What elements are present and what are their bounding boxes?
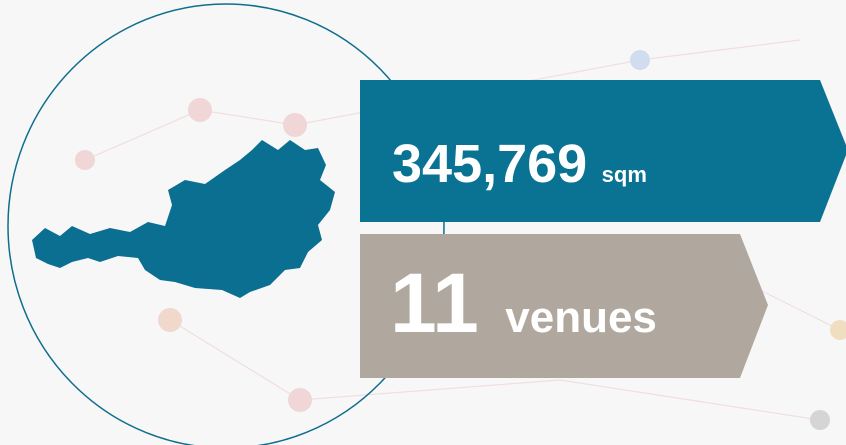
venues-unit: venues xyxy=(505,293,657,342)
infographic: 345,769 sqm 11 venues xyxy=(0,0,846,445)
area-value: 345,769 xyxy=(392,134,587,194)
venues-value: 11 xyxy=(390,256,479,350)
area-unit: sqm xyxy=(602,162,647,187)
page: {"banners": [{"value": "345,769", "unit"… xyxy=(0,0,846,445)
